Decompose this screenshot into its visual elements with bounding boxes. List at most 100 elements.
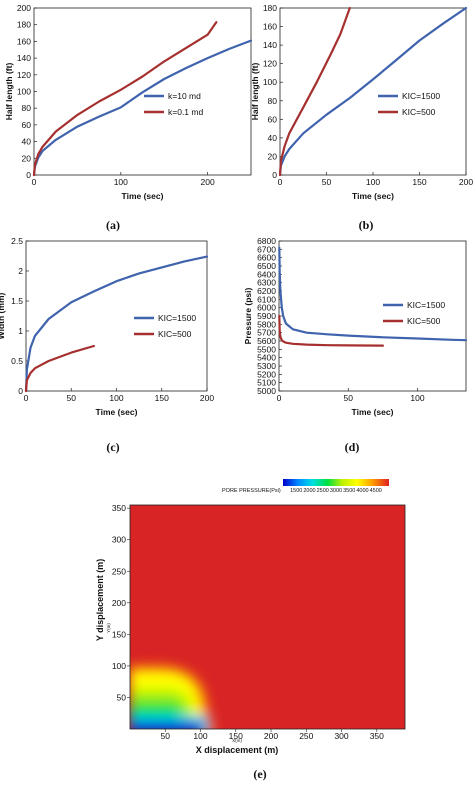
colorbar-title: PORE PRESSURE(Psi)	[222, 488, 281, 494]
y-tick-label: 120	[17, 70, 31, 80]
x-axis-label-c: Time (sec)	[96, 407, 138, 417]
y-tick-label: 5600	[257, 336, 276, 346]
panel-label-a: (a)	[106, 218, 120, 232]
y-axis-label-a: Half length (ft)	[4, 63, 14, 121]
y-tick-label: 5100	[257, 378, 276, 388]
x-tick-label: 200	[459, 177, 473, 187]
y-axis-label-b: Half length (ft)	[250, 63, 260, 121]
y-tick-label: 120	[263, 59, 277, 69]
x-tick-label: 250	[299, 731, 313, 741]
series-line-a-1	[32, 21, 218, 177]
legend-label: KIC=500	[158, 329, 192, 339]
y-tick-label: 200	[17, 3, 31, 13]
colorbar-tick-label: 1500	[290, 488, 302, 494]
y-tick-label: 80	[268, 96, 278, 106]
y-tick-label: 6700	[257, 244, 276, 254]
x-tick-label: 200	[264, 731, 278, 741]
y-tick-label: 6400	[257, 269, 276, 279]
y-tick-label: 350	[112, 503, 126, 513]
legend-label: KIC=500	[407, 316, 441, 326]
y-tick-label: 6600	[257, 253, 276, 263]
y-tick-label: 6800	[257, 236, 276, 246]
x-tick-label: 100	[410, 393, 424, 403]
y-tick-label: 5900	[257, 311, 276, 321]
x-axis-label-d: Time (sec)	[352, 407, 394, 417]
y-tick-label: 20	[22, 153, 32, 163]
x-tick-label: 200	[201, 177, 215, 187]
x-tick-label: 50	[67, 393, 77, 403]
legend-label: KIC=1500	[402, 91, 440, 101]
y-tick-label: 140	[17, 53, 31, 63]
y-tick-label: 60	[22, 120, 32, 130]
x-tick-label: 0	[278, 177, 283, 187]
x-tick-label: 350	[370, 731, 384, 741]
y-tick-label: 0	[18, 386, 23, 396]
y-tick-label: 2	[18, 266, 23, 276]
y-tick-label: 160	[17, 36, 31, 46]
y-tick-label: 6100	[257, 294, 276, 304]
y-small-label-e: Y(m)	[106, 623, 111, 633]
colorbar-tick-label: 3000	[330, 488, 342, 494]
y-tick-label: 1	[18, 326, 23, 336]
y-tick-label: 6500	[257, 261, 276, 271]
colorbar	[283, 479, 389, 486]
x-small-label-e: X(m)	[232, 738, 242, 743]
legend-label: KIC=1500	[158, 313, 196, 323]
legend-label: KIC=1500	[407, 300, 445, 310]
y-tick-label: 0.5	[11, 356, 23, 366]
y-axis-label-e: Y displacement (m)	[95, 559, 105, 641]
y-axis-label-d: Pressure (psi)	[243, 287, 253, 344]
y-tick-label: 100	[112, 661, 126, 671]
x-tick-label: 0	[24, 393, 29, 403]
x-tick-label: 100	[366, 177, 380, 187]
x-tick-label: 200	[200, 393, 214, 403]
y-tick-label: 200	[112, 598, 126, 608]
x-tick-label: 150	[155, 393, 169, 403]
x-tick-label: 50	[161, 731, 171, 741]
y-tick-label: 40	[22, 137, 32, 147]
y-tick-label: 100	[263, 77, 277, 87]
y-tick-label: 0	[26, 170, 31, 180]
colorbar-tick-label: 4000	[356, 488, 368, 494]
x-tick-label: 0	[277, 393, 282, 403]
y-tick-label: 180	[17, 20, 31, 30]
panel-label-e: (e)	[253, 767, 266, 781]
y-tick-label: 300	[112, 535, 126, 545]
y-tick-label: 2.5	[11, 236, 23, 246]
x-tick-label: 150	[229, 731, 243, 741]
y-tick-label: 5500	[257, 344, 276, 354]
legend-label: k=10 md	[168, 91, 201, 101]
series-line-c-1	[24, 344, 96, 393]
x-axis-label-b: Time (sec)	[352, 191, 394, 201]
y-tick-label: 60	[268, 114, 278, 124]
x-tick-label: 50	[344, 393, 354, 403]
heatmap-blue-zone	[130, 722, 202, 729]
series-line-b-0	[278, 6, 468, 177]
colorbar-tick-label: 2000	[303, 488, 315, 494]
y-tick-label: 180	[263, 3, 277, 13]
y-tick-label: 150	[112, 629, 126, 639]
colorbar-tick-label: 4500	[370, 488, 382, 494]
y-tick-label: 40	[268, 133, 278, 143]
series-line-a-0	[32, 39, 253, 177]
panel-label-d: (d)	[345, 440, 360, 454]
y-tick-label: 5300	[257, 361, 276, 371]
series-line-d-0	[278, 246, 468, 342]
x-tick-label: 100	[193, 731, 207, 741]
chart-d: 0 50 100 5000510052005300540055005600570058…	[243, 236, 468, 417]
x-tick-label: 100	[114, 177, 128, 187]
y-tick-label: 5000	[257, 386, 276, 396]
y-tick-label: 5800	[257, 319, 276, 329]
y-tick-label: 6300	[257, 278, 276, 288]
legend-label: k=0.1 md	[168, 107, 203, 117]
x-axis-label-e: X displacement (m)	[196, 745, 279, 755]
colorbar-tick-label: 2500	[317, 488, 329, 494]
x-axis-label-a: Time (sec)	[122, 191, 164, 201]
chart-c: 0 50 100 150 200 0 0.5 1 1.5 2 2.5 Time (sec) Width …	[0, 236, 214, 417]
y-tick-label: 5400	[257, 353, 276, 363]
y-tick-label: 6000	[257, 303, 276, 313]
y-tick-label: 100	[17, 87, 31, 97]
panel-label-b: (b)	[359, 218, 374, 232]
legend-label: KIC=500	[402, 107, 436, 117]
